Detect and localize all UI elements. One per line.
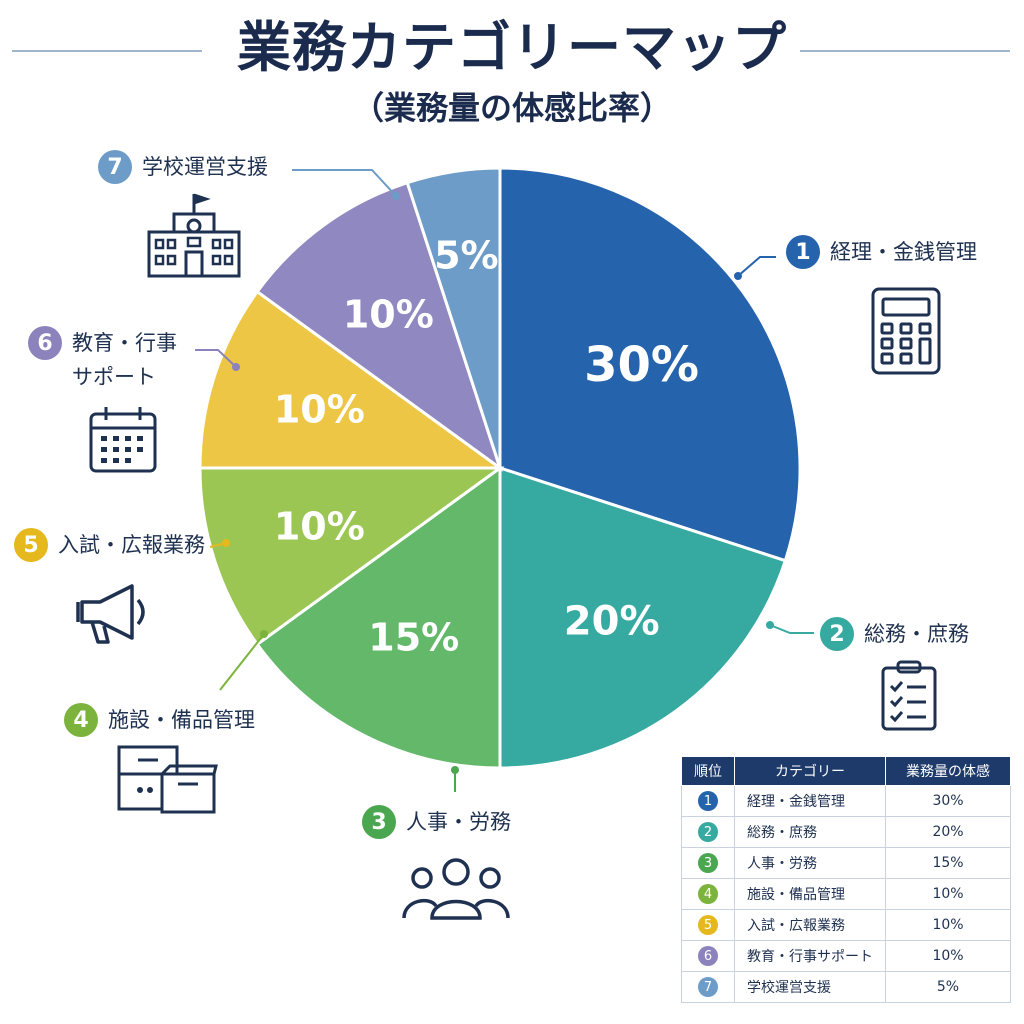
slice-value-label-6: 10% [343, 292, 434, 336]
row-category: 教育・行事サポート [734, 940, 886, 972]
slice-value-label-5: 10% [274, 387, 365, 431]
pie-slice-1 [498, 166, 802, 563]
table-header-row: 順位 カテゴリー 業務量の体感 [681, 756, 1011, 786]
row-value: 10% [885, 940, 1011, 972]
pie-slice-3 [255, 465, 502, 770]
row-rank-badge: 6 [698, 946, 718, 966]
leader-line-2 [769, 624, 814, 634]
category-label-3: 人事・労務 [406, 810, 511, 834]
row-rank-badge: 5 [698, 915, 718, 935]
clipboard-checklist-icon [881, 660, 937, 731]
pie-slice-2 [498, 465, 788, 770]
slice-value-label-2: 20% [564, 599, 660, 645]
category-label-4: 施設・備品管理 [108, 708, 255, 732]
leader-dot-4 [260, 630, 268, 638]
row-value: 5% [885, 971, 1011, 1003]
header-rank: 順位 [681, 756, 735, 786]
header-category: カテゴリー [734, 756, 886, 786]
category-label-5: 入試・広報業務 [58, 533, 205, 557]
category-label-7: 学校運営支援 [142, 155, 268, 179]
rank-badge-5: 5 [14, 528, 48, 562]
title-rule-right [800, 50, 1010, 52]
rank-badge-3: 3 [362, 805, 396, 839]
table-row: 7 学校運営支援 5% [681, 971, 1011, 1003]
slice-value-label-7: 5% [434, 234, 499, 278]
category-label-1: 経理・金銭管理 [830, 240, 977, 264]
table-row: 4 施設・備品管理 10% [681, 878, 1011, 910]
row-category: 施設・備品管理 [734, 878, 886, 910]
category-callout-1: 1 経理・金銭管理 [786, 235, 977, 269]
row-category: 人事・労務 [734, 847, 886, 879]
rank-badge-4: 4 [64, 703, 98, 737]
category-label-6: 教育・行事 サポート [72, 331, 177, 389]
pie-slice-5 [198, 289, 505, 470]
leader-dot-7 [392, 192, 400, 200]
table-row: 2 総務・庶務 20% [681, 816, 1011, 848]
row-rank-badge: 4 [698, 884, 718, 904]
row-category: 学校運営支援 [734, 971, 886, 1003]
leader-dot-5 [222, 539, 230, 547]
pie-slice-7 [405, 166, 502, 469]
row-value: 10% [885, 878, 1011, 910]
leader-line-7 [292, 169, 397, 197]
row-category: 入試・広報業務 [734, 909, 886, 941]
people-group-icon [402, 858, 510, 920]
slice-value-label-4: 10% [274, 505, 365, 549]
table-row: 5 入試・広報業務 10% [681, 909, 1011, 941]
leader-line-1 [737, 256, 776, 277]
row-category: 総務・庶務 [734, 816, 886, 848]
row-rank-badge: 1 [698, 791, 718, 811]
table-row: 6 教育・行事サポート 10% [681, 940, 1011, 972]
row-rank-badge: 2 [698, 822, 718, 842]
chart-title: 業務カテゴリーマップ [237, 16, 787, 79]
rank-badge-1: 1 [786, 235, 820, 269]
row-rank-badge: 7 [698, 977, 718, 997]
header-volume: 業務量の体感 [885, 756, 1011, 786]
category-callout-7: 7 学校運営支援 [98, 150, 268, 184]
leader-dot-6 [232, 363, 240, 371]
slice-value-label-3: 15% [368, 615, 459, 659]
row-value: 10% [885, 909, 1011, 941]
leader-dot-2 [766, 621, 774, 629]
pie-slice-6 [255, 180, 503, 472]
slice-value-label-1: 30% [584, 337, 699, 393]
cabinet-box-icon [117, 745, 218, 814]
table-row: 3 人事・労務 15% [681, 847, 1011, 879]
calculator-icon [871, 287, 941, 375]
leader-line-4 [219, 633, 265, 691]
leader-dot-1 [734, 272, 742, 280]
title-rule-left [12, 50, 202, 52]
category-callout-3: 3 人事・労務 [362, 805, 511, 839]
category-label-2: 総務・庶務 [864, 622, 969, 646]
category-callout-5: 5 入試・広報業務 [14, 528, 205, 562]
calendar-icon [89, 407, 157, 473]
row-value: 30% [885, 785, 1011, 817]
ranking-table: 順位 カテゴリー 業務量の体感 1 経理・金銭管理 30% 2 総務・庶務 20… [681, 756, 1011, 1003]
category-callout-4: 4 施設・備品管理 [64, 703, 255, 737]
row-category: 経理・金銭管理 [734, 785, 886, 817]
leader-dot-3 [451, 766, 459, 774]
row-rank-badge: 3 [698, 853, 718, 873]
row-value: 15% [885, 847, 1011, 879]
category-callout-6: 6 教育・行事 サポート [28, 326, 177, 394]
rank-badge-2: 2 [820, 617, 854, 651]
chart-subtitle: （業務量の体感比率） [351, 89, 672, 127]
megaphone-icon [76, 584, 145, 644]
pie-slice-4 [198, 466, 505, 647]
school-building-icon [147, 193, 241, 278]
table-row: 1 経理・金銭管理 30% [681, 785, 1011, 817]
category-callout-2: 2 総務・庶務 [820, 617, 969, 651]
leader-line-6 [195, 349, 237, 368]
row-value: 20% [885, 816, 1011, 848]
rank-badge-7: 7 [98, 150, 132, 184]
rank-badge-6: 6 [28, 326, 62, 360]
